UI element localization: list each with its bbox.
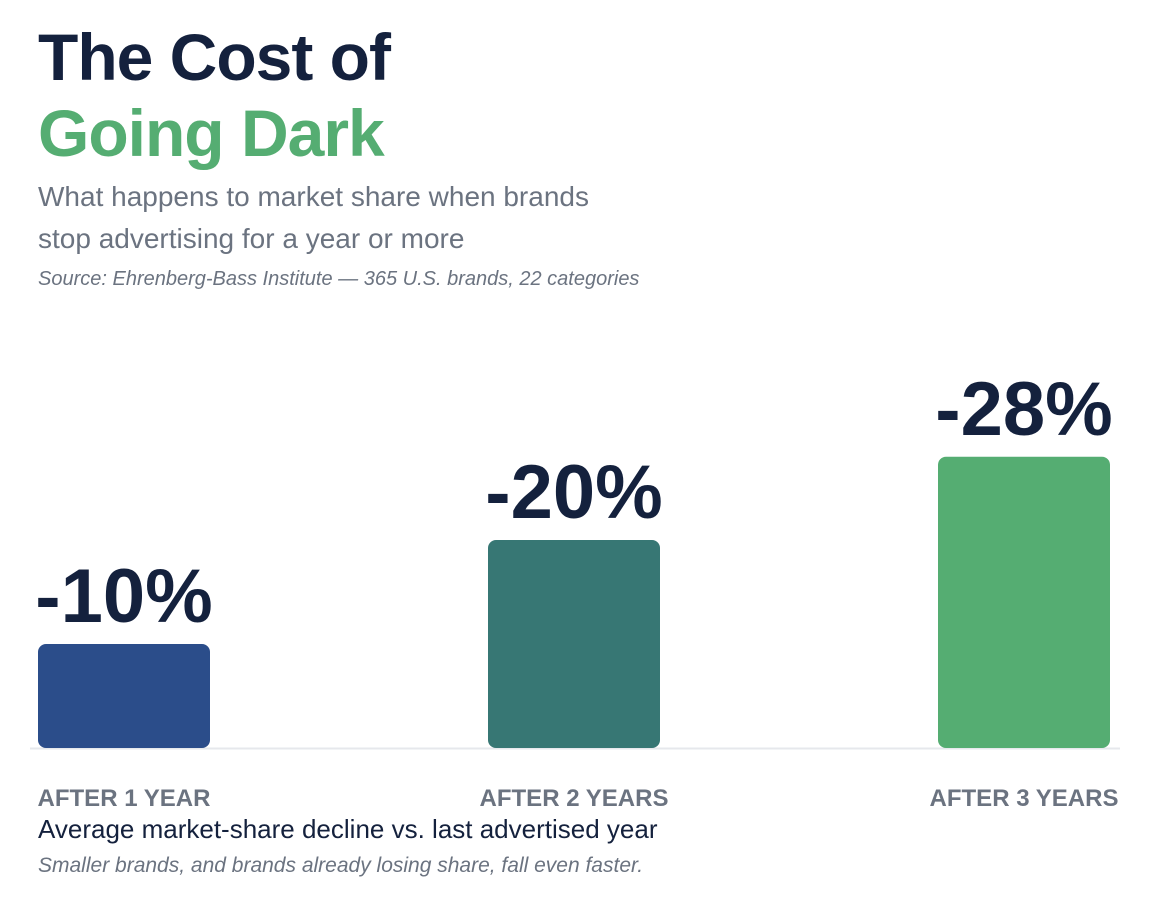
source-note: Source: Ehrenberg-Bass Institute — 365 U… xyxy=(38,268,640,290)
value-label-1: -10% xyxy=(35,554,212,639)
title-line-1: The Cost of xyxy=(38,20,391,94)
chart-footnote: Smaller brands, and brands already losin… xyxy=(38,854,644,877)
subtitle-line-1: What happens to market share when brands xyxy=(38,181,589,212)
value-label-2: -20% xyxy=(485,450,662,535)
category-label-3: AFTER 3 YEARS xyxy=(930,785,1119,812)
category-label-1: AFTER 1 YEAR xyxy=(38,785,211,812)
title-line-2: Going Dark xyxy=(38,96,385,170)
chart-caption: Average market-share decline vs. last ad… xyxy=(38,814,658,844)
value-label-3: -28% xyxy=(935,367,1112,452)
bar-1 xyxy=(38,644,210,748)
category-label-2: AFTER 2 YEARS xyxy=(480,785,669,812)
subtitle-line-2: stop advertising for a year or more xyxy=(38,223,465,254)
subtitle: What happens to market share when brands… xyxy=(38,176,678,260)
bar-3 xyxy=(938,456,1110,748)
bar-2 xyxy=(488,540,660,748)
